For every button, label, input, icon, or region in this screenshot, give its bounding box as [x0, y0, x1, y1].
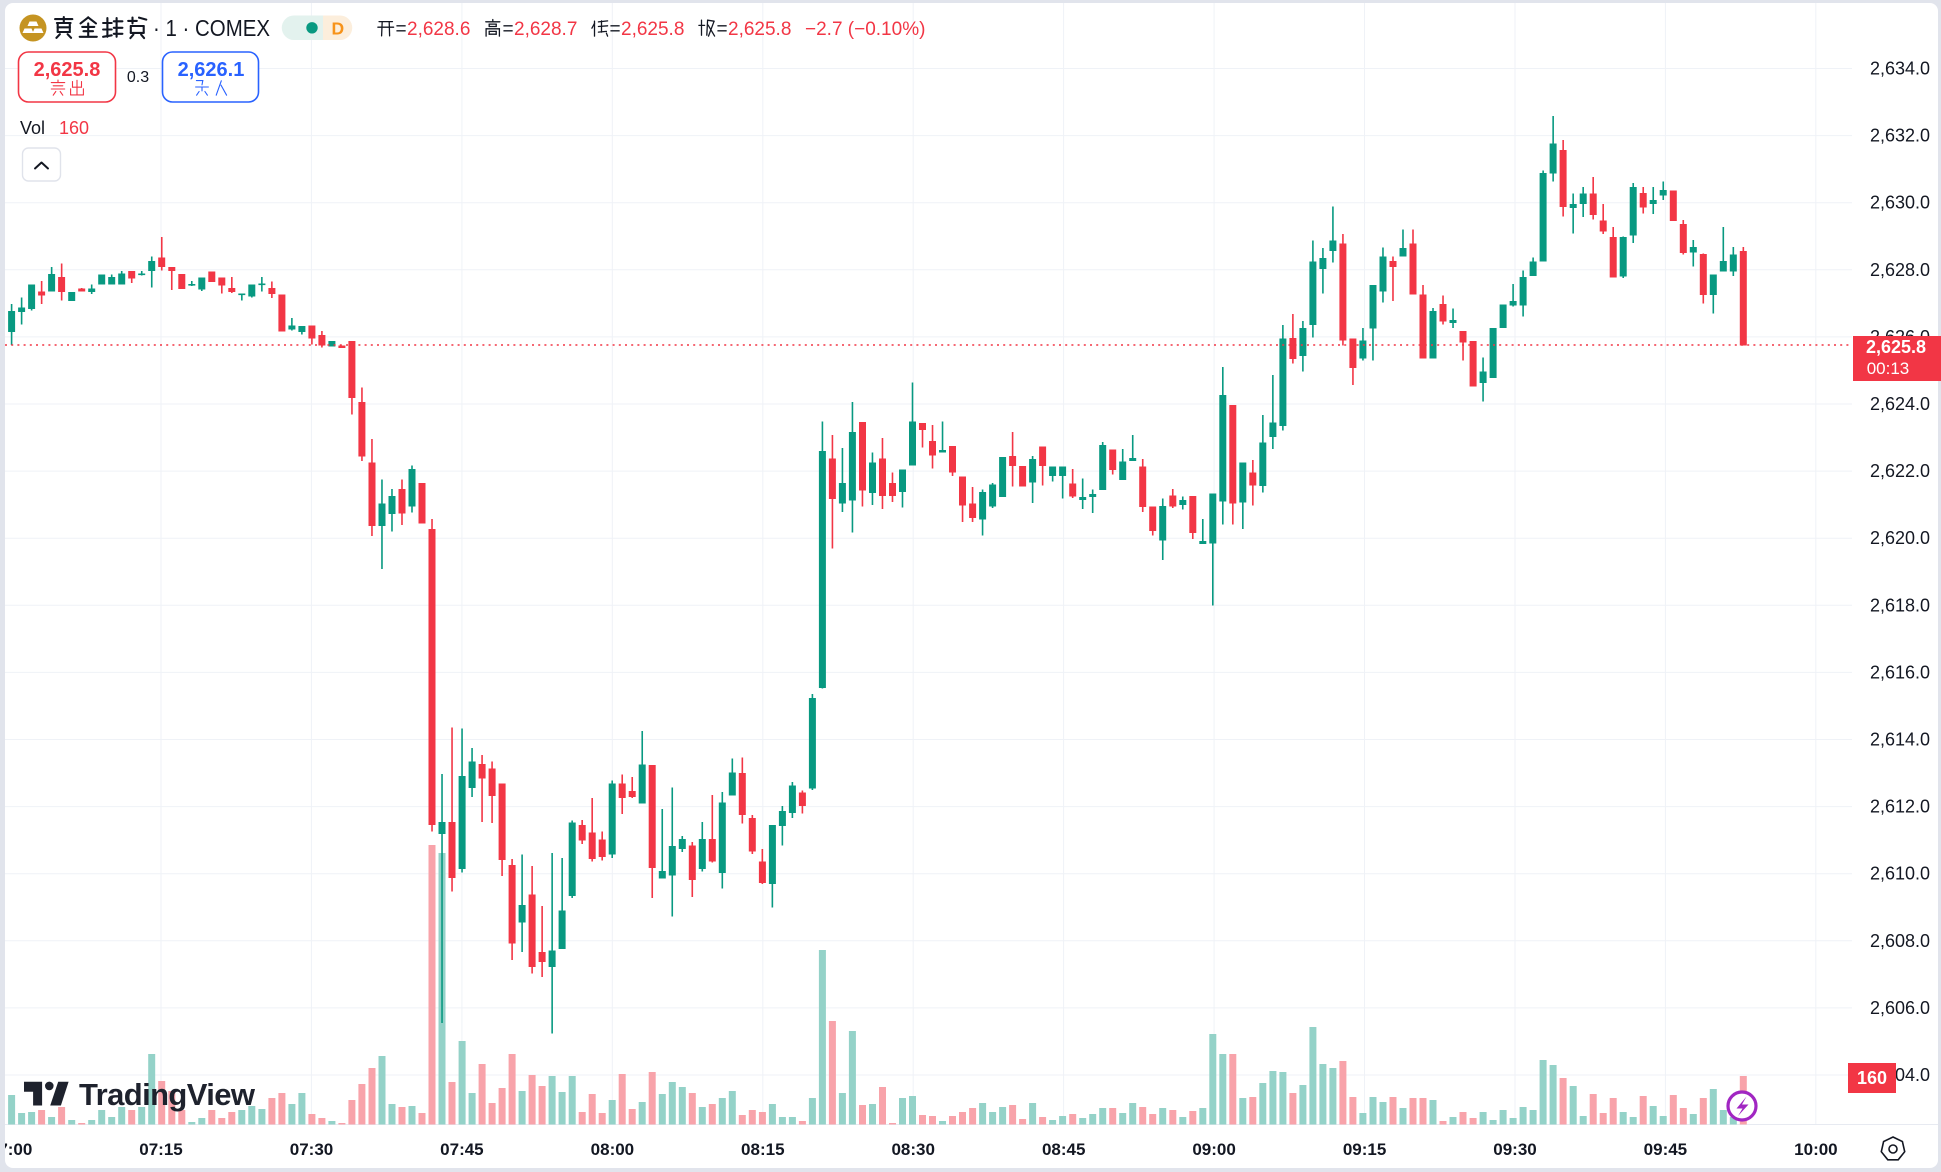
- svg-text:=: =: [396, 19, 407, 40]
- svg-text:2,606.0: 2,606.0: [1870, 998, 1930, 1018]
- svg-text:2,628.7: 2,628.7: [514, 19, 577, 40]
- svg-text:2,634.0: 2,634.0: [1870, 59, 1930, 79]
- svg-text:0.3: 0.3: [127, 69, 149, 86]
- svg-text:2,616.0: 2,616.0: [1870, 662, 1930, 682]
- svg-text:2,632.0: 2,632.0: [1870, 126, 1930, 146]
- svg-text:09:45: 09:45: [1644, 1140, 1687, 1159]
- svg-text:2,612.0: 2,612.0: [1870, 797, 1930, 817]
- svg-text:D: D: [332, 19, 345, 39]
- svg-text:2,628.0: 2,628.0: [1870, 260, 1930, 280]
- svg-text:2,625.8: 2,625.8: [1866, 337, 1926, 357]
- svg-text:00:13: 00:13: [1867, 359, 1910, 378]
- svg-text:TradingView: TradingView: [79, 1077, 256, 1112]
- svg-text:07:30: 07:30: [290, 1140, 333, 1159]
- svg-text:2,610.0: 2,610.0: [1870, 864, 1930, 884]
- svg-text:Vol: Vol: [20, 118, 45, 138]
- svg-text:07:15: 07:15: [139, 1140, 182, 1159]
- svg-text:· 1 · COMEX: · 1 · COMEX: [153, 15, 270, 41]
- svg-text:2,608.0: 2,608.0: [1870, 931, 1930, 951]
- svg-text:07:00: 07:00: [0, 1140, 32, 1159]
- svg-text:−2.7 (−0.10%): −2.7 (−0.10%): [805, 19, 925, 40]
- svg-text:09:30: 09:30: [1493, 1140, 1536, 1159]
- svg-text:160: 160: [1857, 1068, 1887, 1088]
- svg-text:09:00: 09:00: [1192, 1140, 1235, 1159]
- svg-text:=: =: [717, 19, 728, 40]
- svg-text:2,625.8: 2,625.8: [621, 19, 684, 40]
- svg-text:2,626.1: 2,626.1: [178, 59, 245, 81]
- svg-text:2,614.0: 2,614.0: [1870, 730, 1930, 750]
- svg-text:2,622.0: 2,622.0: [1870, 461, 1930, 481]
- svg-text:2,628.6: 2,628.6: [407, 19, 470, 40]
- svg-text:08:15: 08:15: [741, 1140, 784, 1159]
- svg-text:160: 160: [59, 118, 89, 138]
- svg-text:08:00: 08:00: [591, 1140, 634, 1159]
- svg-text:2,620.0: 2,620.0: [1870, 528, 1930, 548]
- svg-text:2,624.0: 2,624.0: [1870, 394, 1930, 414]
- svg-text:10:00: 10:00: [1794, 1140, 1837, 1159]
- svg-text:=: =: [503, 19, 514, 40]
- svg-text:=: =: [610, 19, 621, 40]
- svg-text:2,630.0: 2,630.0: [1870, 193, 1930, 213]
- svg-text:08:45: 08:45: [1042, 1140, 1085, 1159]
- svg-text:07:45: 07:45: [440, 1140, 483, 1159]
- svg-text:08:30: 08:30: [891, 1140, 934, 1159]
- svg-text:2,618.0: 2,618.0: [1870, 595, 1930, 615]
- svg-text:2,625.8: 2,625.8: [728, 19, 791, 40]
- svg-text:09:15: 09:15: [1343, 1140, 1386, 1159]
- svg-text:2,625.8: 2,625.8: [34, 59, 101, 81]
